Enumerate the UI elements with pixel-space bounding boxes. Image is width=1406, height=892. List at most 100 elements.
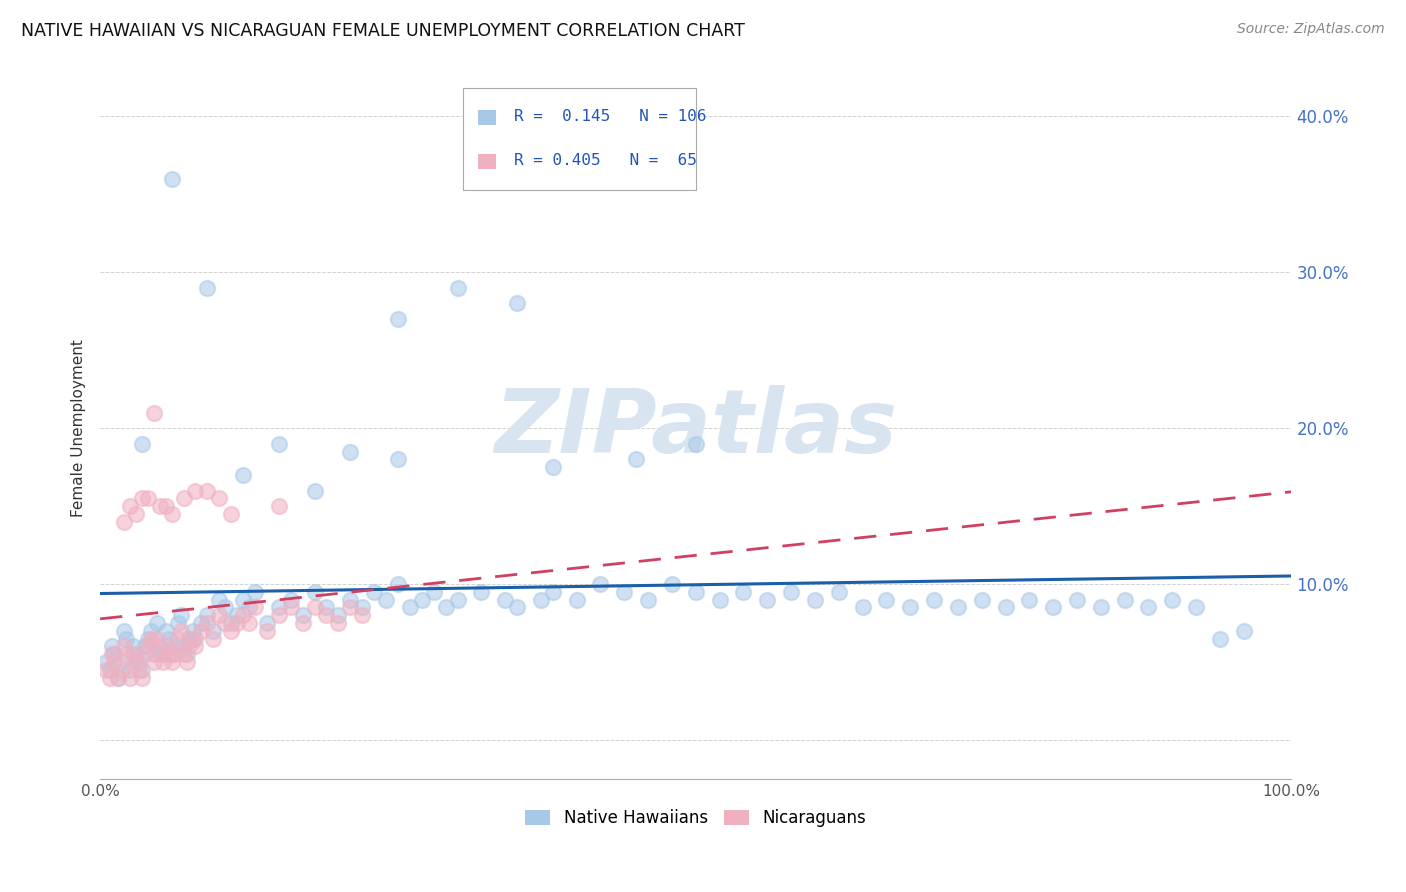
Point [219,624,242,638]
Point [98,663,121,677]
Point [166,632,188,646]
Point [1185,600,1208,615]
Point [195,615,218,630]
Point [756,592,779,607]
Point [160,507,183,521]
Point [267,600,290,615]
Point [1209,632,1232,646]
Point [922,592,945,607]
Text: ZIPatlas: ZIPatlas [495,384,897,472]
Point [1042,600,1064,615]
Point [125,507,148,521]
Point [267,499,290,513]
Point [970,592,993,607]
Text: Source: ZipAtlas.com: Source: ZipAtlas.com [1237,22,1385,37]
FancyBboxPatch shape [464,88,696,190]
Point [202,632,225,646]
Point [232,467,254,482]
Point [280,592,302,607]
Point [851,600,873,615]
Point [149,499,172,513]
Point [94,655,117,669]
Point [339,600,361,615]
Point [434,600,457,615]
Point [304,600,326,615]
Point [685,436,707,450]
Point [179,640,201,654]
Point [541,585,564,599]
Point [134,640,156,654]
Point [155,624,177,638]
Point [446,281,468,295]
Point [155,499,177,513]
Point [280,600,302,615]
Point [195,608,218,623]
Point [112,515,135,529]
Point [160,171,183,186]
Point [98,671,121,685]
Point [214,600,236,615]
Point [363,585,385,599]
Point [304,483,326,498]
Point [149,640,172,654]
Point [214,615,236,630]
Point [110,655,132,669]
Point [780,585,803,599]
Point [184,640,207,654]
Text: NATIVE HAWAIIAN VS NICARAGUAN FEMALE UNEMPLOYMENT CORRELATION CHART: NATIVE HAWAIIAN VS NICARAGUAN FEMALE UNE… [21,22,745,40]
Point [125,647,148,661]
Point [387,312,409,326]
Point [875,592,897,607]
Point [195,281,218,295]
Point [1233,624,1256,638]
Point [181,632,204,646]
Point [94,663,117,677]
Point [170,608,193,623]
Point [166,615,188,630]
Point [141,632,163,646]
Point [267,436,290,450]
Point [506,600,529,615]
Point [494,592,516,607]
Bar [478,110,496,125]
Point [170,624,193,638]
Point [387,577,409,591]
Point [1114,592,1136,607]
Point [411,592,433,607]
Point [146,615,169,630]
Point [315,608,337,623]
Point [107,671,129,685]
Point [375,592,398,607]
Point [142,655,165,669]
Point [115,647,138,661]
Point [446,592,468,607]
Point [190,624,212,638]
Point [128,655,150,669]
Point [238,615,260,630]
Point [291,615,314,630]
Point [131,491,153,506]
Point [530,592,553,607]
Point [125,655,148,669]
Bar [478,154,496,169]
Point [184,632,207,646]
Point [219,615,242,630]
Point [613,585,636,599]
Point [152,655,174,669]
Point [131,663,153,677]
Point [506,296,529,310]
Point [202,624,225,638]
Point [243,600,266,615]
Point [243,585,266,599]
Point [637,592,659,607]
Point [146,632,169,646]
Point [181,624,204,638]
Point [291,608,314,623]
Point [267,608,290,623]
Point [422,585,444,599]
Point [112,624,135,638]
Point [232,592,254,607]
Text: R = 0.405   N =  65: R = 0.405 N = 65 [513,153,696,169]
Point [107,671,129,685]
Point [256,615,278,630]
